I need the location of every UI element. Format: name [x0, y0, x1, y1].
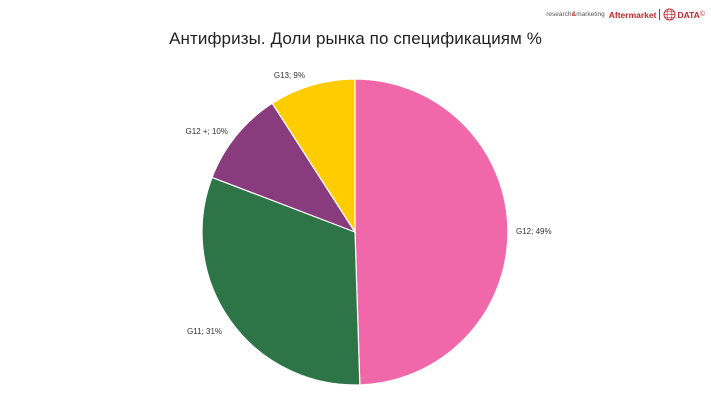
slice-label-g12: G12; 49% — [516, 227, 552, 236]
brand-name: Aftermarket — [608, 9, 657, 20]
brand-copyright: © — [699, 11, 705, 18]
chart-title: Антифризы. Доли рынка по спецификациям % — [169, 29, 542, 48]
pie-slice-g13 — [271, 78, 356, 235]
brand-divider — [659, 9, 661, 20]
slice-label-g11: G11; 31% — [187, 327, 222, 336]
globe-icon — [663, 8, 676, 21]
brand-data: DATA — [677, 9, 700, 20]
brand-ampersand: & — [571, 11, 577, 18]
slice-label-g12: G12 +; 10% — [186, 127, 228, 136]
slice-label-g13: G13; 9% — [274, 71, 305, 80]
brand-tagline: research&marketing — [546, 11, 605, 18]
brand-research: research — [546, 11, 572, 18]
pie-slice-g12 — [211, 102, 357, 234]
pie-slice-g12 — [354, 78, 509, 386]
brand-logo: research&marketing Aftermarket DATA © — [546, 8, 705, 21]
pie-slice-g11 — [201, 176, 361, 386]
brand-marketing: marketing — [576, 11, 605, 18]
